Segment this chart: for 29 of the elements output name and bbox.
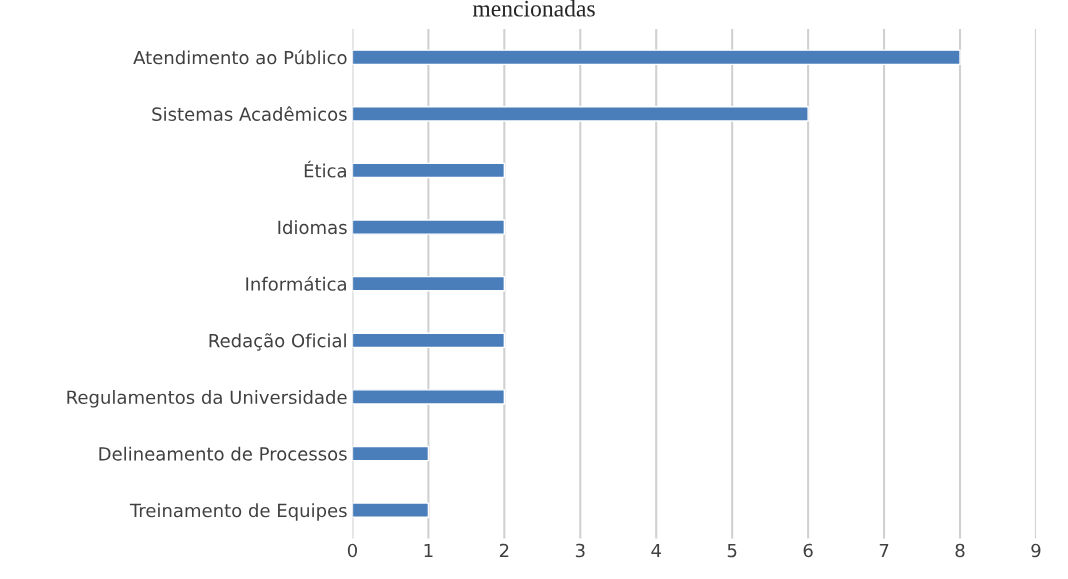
- x-tick-label: 3: [575, 543, 585, 558]
- y-tick-label: Redação Oficial: [209, 333, 346, 351]
- bar: [352, 106, 809, 122]
- bar: [352, 332, 506, 349]
- chart-title: mencionadas: [472, 0, 595, 17]
- x-tick-label: 4: [651, 543, 661, 558]
- bar: [352, 162, 506, 179]
- y-tick-label: Atendimento ao Público: [133, 49, 347, 65]
- x-tick-label: 0: [347, 543, 357, 558]
- bar: [352, 502, 430, 518]
- bar: [352, 389, 506, 405]
- y-tick-label: Ética: [304, 160, 346, 178]
- y-tick-label: Idiomas: [278, 220, 347, 235]
- bar: [352, 49, 961, 66]
- bar: [352, 445, 430, 462]
- x-tick-label: 2: [499, 543, 509, 558]
- y-tick-label: Delineamento de Processos: [99, 446, 347, 461]
- y-tick-label: Sistemas Acadêmicos: [152, 106, 347, 121]
- bar: [352, 219, 506, 235]
- x-tick-label: 1: [424, 543, 433, 558]
- x-tick-label: 5: [727, 543, 737, 558]
- y-tick-label: Regulamentos da Universidade: [67, 390, 347, 408]
- y-tick-label: Informática: [246, 276, 346, 291]
- bar: [352, 275, 506, 292]
- y-tick-label: Treinamento de Equipes: [129, 503, 347, 521]
- x-tick-label: 9: [1031, 543, 1041, 558]
- x-tick-label: 8: [955, 543, 965, 558]
- x-tick-label: 7: [879, 543, 889, 558]
- x-tick-label: 6: [803, 543, 813, 558]
